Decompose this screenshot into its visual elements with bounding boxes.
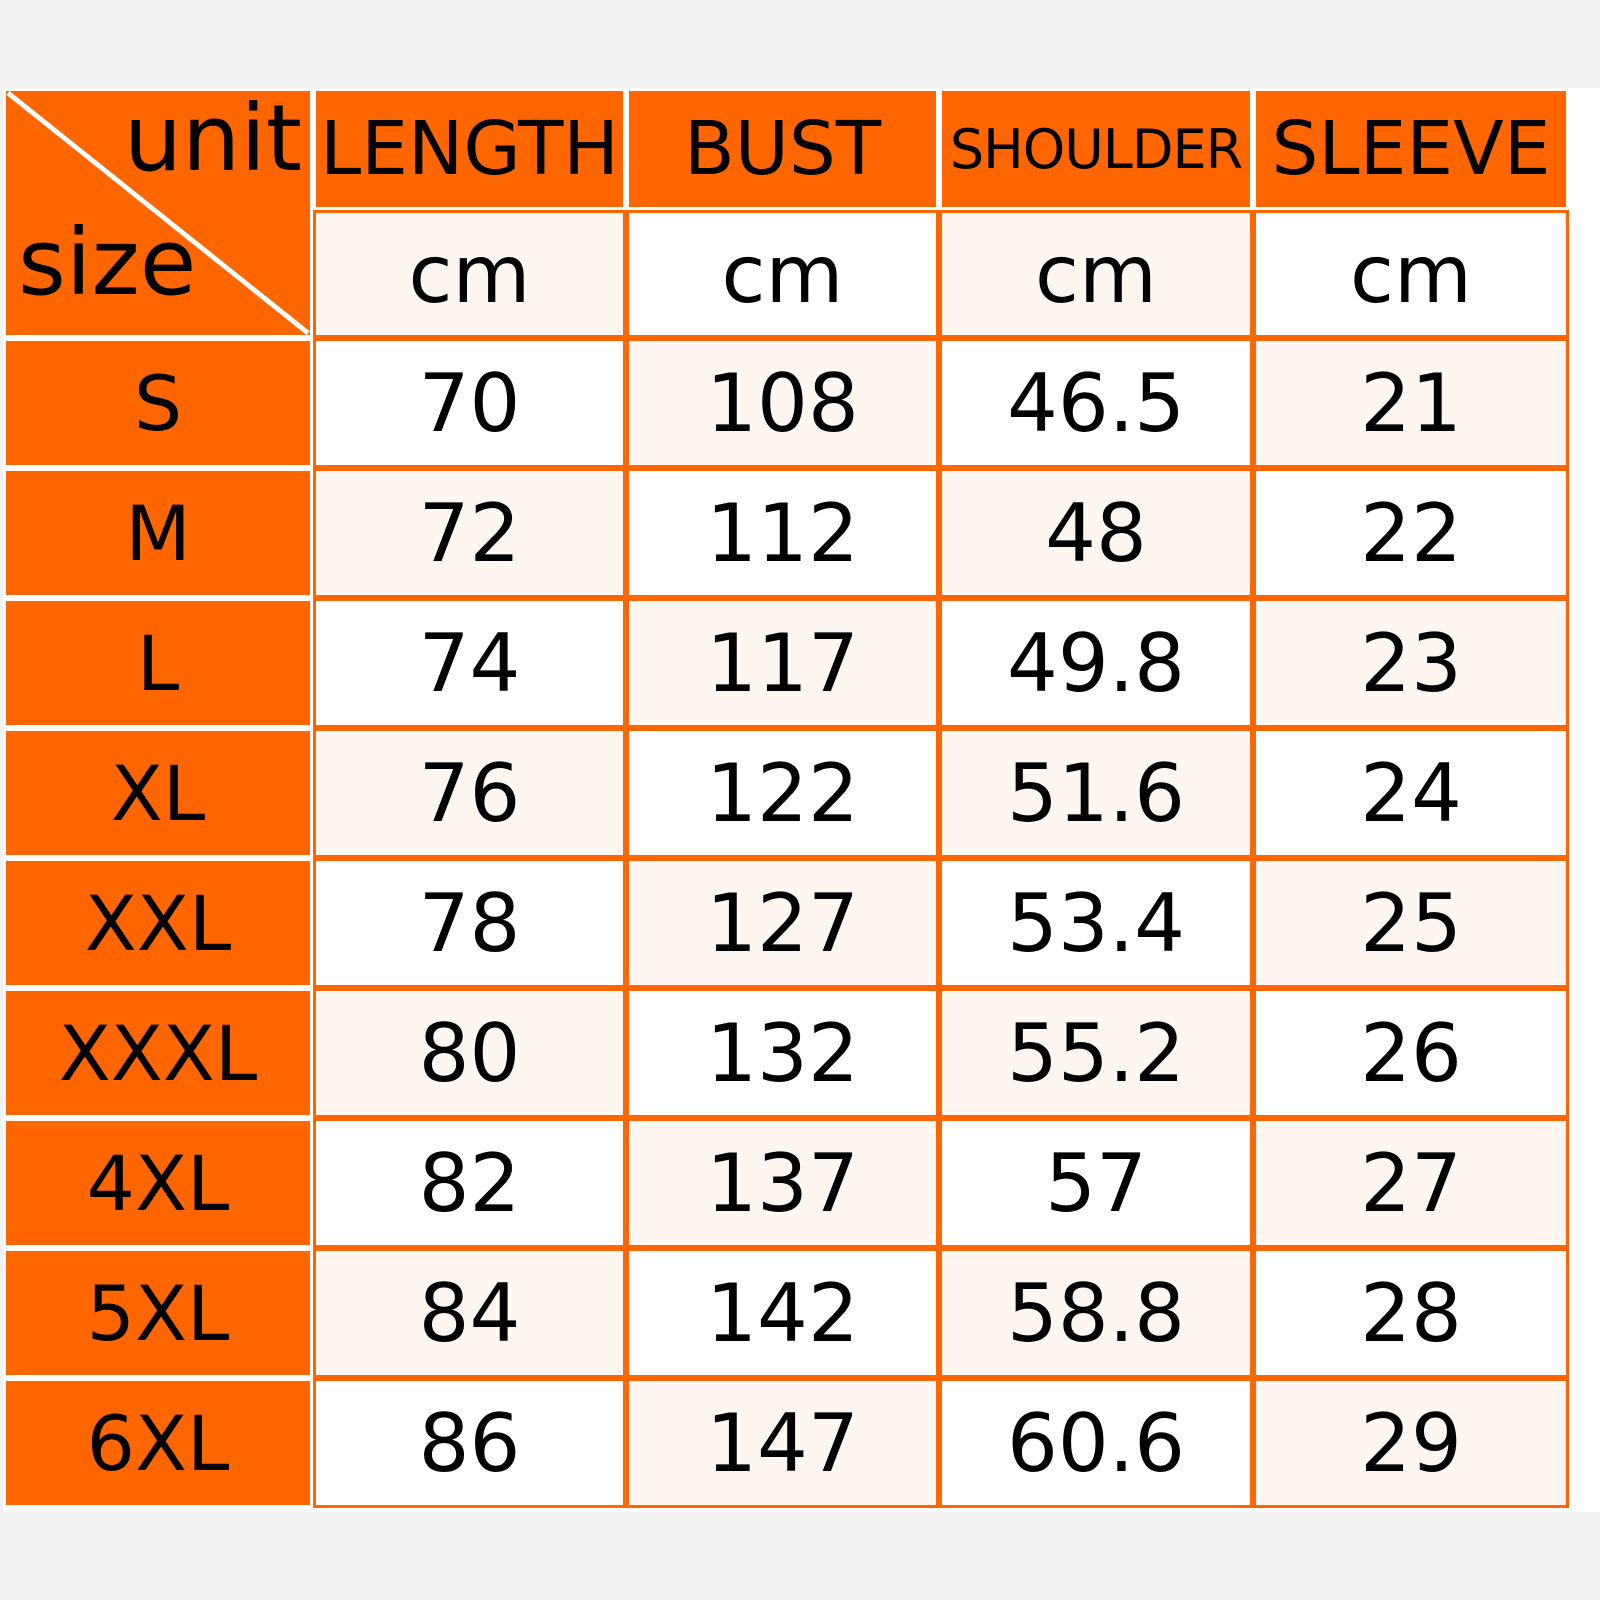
size-label-cell: L xyxy=(3,598,313,728)
table-cell: 46.5 xyxy=(939,338,1253,468)
size-chart-table: unit size LENGTH BUST SHOULDER SLEEVE cm cm cm… xyxy=(3,85,1600,1512)
table-cell: 55.2 xyxy=(939,988,1253,1118)
size-label-cell: 5XL xyxy=(3,1248,313,1378)
table-cell: 70 xyxy=(313,338,626,468)
column-header-sleeve: SLEEVE xyxy=(1253,88,1569,210)
table-cell: 137 xyxy=(626,1118,939,1248)
table-cell: 60.6 xyxy=(939,1378,1253,1508)
unit-cell: cm xyxy=(939,210,1253,338)
column-header-shoulder: SHOULDER xyxy=(939,88,1253,210)
table-cell: 29 xyxy=(1253,1378,1569,1508)
unit-cell: cm xyxy=(1253,210,1569,338)
table-cell: 28 xyxy=(1253,1248,1569,1378)
table-cell: 25 xyxy=(1253,858,1569,988)
table-cell: 48 xyxy=(939,468,1253,598)
table-cell: 72 xyxy=(313,468,626,598)
table-cell: 112 xyxy=(626,468,939,598)
table-cell: 27 xyxy=(1253,1118,1569,1248)
table-cell: 21 xyxy=(1253,338,1569,468)
table-cell: 49.8 xyxy=(939,598,1253,728)
table-cell: 22 xyxy=(1253,468,1569,598)
size-label-cell: 4XL xyxy=(3,1118,313,1248)
table-cell: 23 xyxy=(1253,598,1569,728)
table-cell: 122 xyxy=(626,728,939,858)
table-cell: 78 xyxy=(313,858,626,988)
table-cell: 26 xyxy=(1253,988,1569,1118)
size-label-cell: XXXL xyxy=(3,988,313,1118)
table-cell: 132 xyxy=(626,988,939,1118)
table-cell: 127 xyxy=(626,858,939,988)
size-label-cell: 6XL xyxy=(3,1378,313,1508)
table-cell: 82 xyxy=(313,1118,626,1248)
size-label-cell: S xyxy=(3,338,313,468)
size-label-cell: XXL xyxy=(3,858,313,988)
table-cell: 108 xyxy=(626,338,939,468)
column-header-bust: BUST xyxy=(626,88,939,210)
unit-cell: cm xyxy=(313,210,626,338)
table-cell: 74 xyxy=(313,598,626,728)
table-cell: 51.6 xyxy=(939,728,1253,858)
size-label-cell: M xyxy=(3,468,313,598)
size-label: size xyxy=(18,209,197,316)
corner-header: unit size xyxy=(3,85,313,338)
table-cell: 76 xyxy=(313,728,626,858)
table-cell: 24 xyxy=(1253,728,1569,858)
unit-label: unit xyxy=(123,85,302,192)
table-cell: 142 xyxy=(626,1248,939,1378)
table-cell: 57 xyxy=(939,1118,1253,1248)
table-cell: 86 xyxy=(313,1378,626,1508)
table-cell: 84 xyxy=(313,1248,626,1378)
table-cell: 80 xyxy=(313,988,626,1118)
table-cell: 147 xyxy=(626,1378,939,1508)
size-label-cell: XL xyxy=(3,728,313,858)
diagonal-divider xyxy=(6,91,310,335)
unit-cell: cm xyxy=(626,210,939,338)
table-cell: 53.4 xyxy=(939,858,1253,988)
table-cell: 117 xyxy=(626,598,939,728)
table-cell: 58.8 xyxy=(939,1248,1253,1378)
column-header-length: LENGTH xyxy=(313,88,626,210)
